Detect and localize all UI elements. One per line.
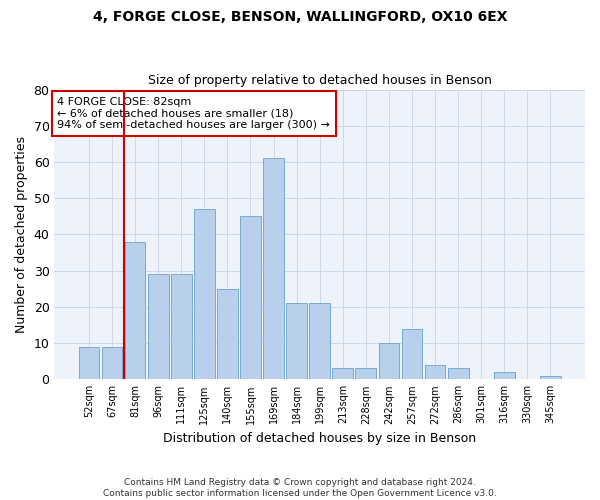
Bar [240, 216, 261, 380]
Bar [425, 365, 445, 380]
Bar [494, 372, 515, 380]
Bar [401, 328, 422, 380]
X-axis label: Distribution of detached houses by size in Benson: Distribution of detached houses by size … [163, 432, 476, 445]
Bar [194, 209, 215, 380]
Title: Size of property relative to detached houses in Benson: Size of property relative to detached ho… [148, 74, 491, 87]
Bar [101, 346, 122, 380]
Bar [148, 274, 169, 380]
Bar [171, 274, 191, 380]
Bar [540, 376, 561, 380]
Bar [217, 289, 238, 380]
Bar [263, 158, 284, 380]
Text: 4, FORGE CLOSE, BENSON, WALLINGFORD, OX10 6EX: 4, FORGE CLOSE, BENSON, WALLINGFORD, OX1… [93, 10, 507, 24]
Bar [310, 303, 330, 380]
Y-axis label: Number of detached properties: Number of detached properties [15, 136, 28, 333]
Bar [286, 303, 307, 380]
Bar [125, 242, 145, 380]
Text: Contains HM Land Registry data © Crown copyright and database right 2024.
Contai: Contains HM Land Registry data © Crown c… [103, 478, 497, 498]
Bar [79, 346, 100, 380]
Bar [355, 368, 376, 380]
Text: 4 FORGE CLOSE: 82sqm
← 6% of detached houses are smaller (18)
94% of semi-detach: 4 FORGE CLOSE: 82sqm ← 6% of detached ho… [57, 97, 330, 130]
Bar [379, 343, 400, 380]
Bar [332, 368, 353, 380]
Bar [448, 368, 469, 380]
